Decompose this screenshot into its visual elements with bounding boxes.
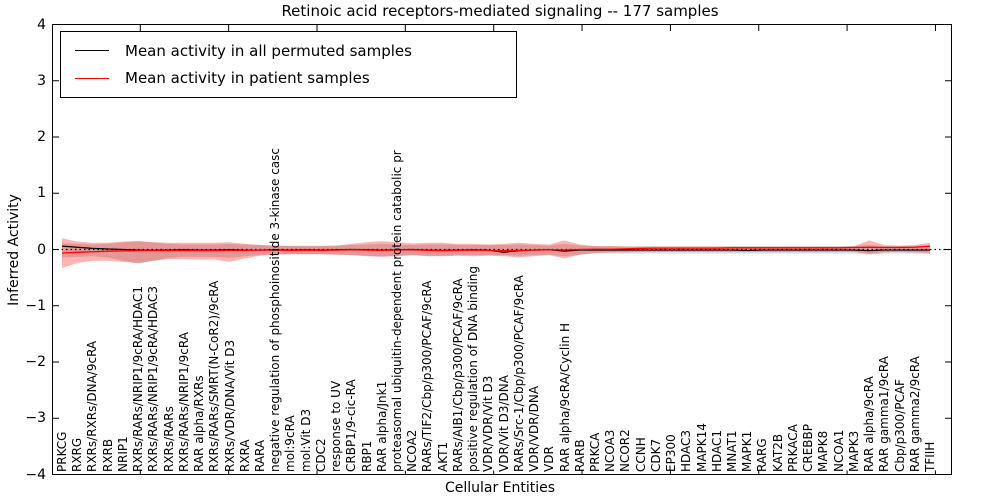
chart-title: Retinoic acid receptors-mediated signali… (281, 2, 719, 20)
legend-item: Mean activity in patient samples (61, 69, 516, 87)
permuted-samples-envelope (62, 241, 930, 264)
legend-line-patient (75, 77, 109, 79)
legend-item-label: Mean activity in patient samples (125, 69, 370, 88)
patient-samples-envelope (62, 238, 930, 269)
legend-item-label: Mean activity in all permuted samples (125, 41, 412, 60)
legend-line-permuted (75, 50, 109, 52)
x-axis-label: Cellular Entities (444, 480, 556, 496)
legend: Mean activity in all permuted samples Mea… (60, 31, 517, 98)
patient-mean-line (61, 245, 931, 254)
legend-item: Mean activity in all permuted samples (61, 42, 516, 60)
